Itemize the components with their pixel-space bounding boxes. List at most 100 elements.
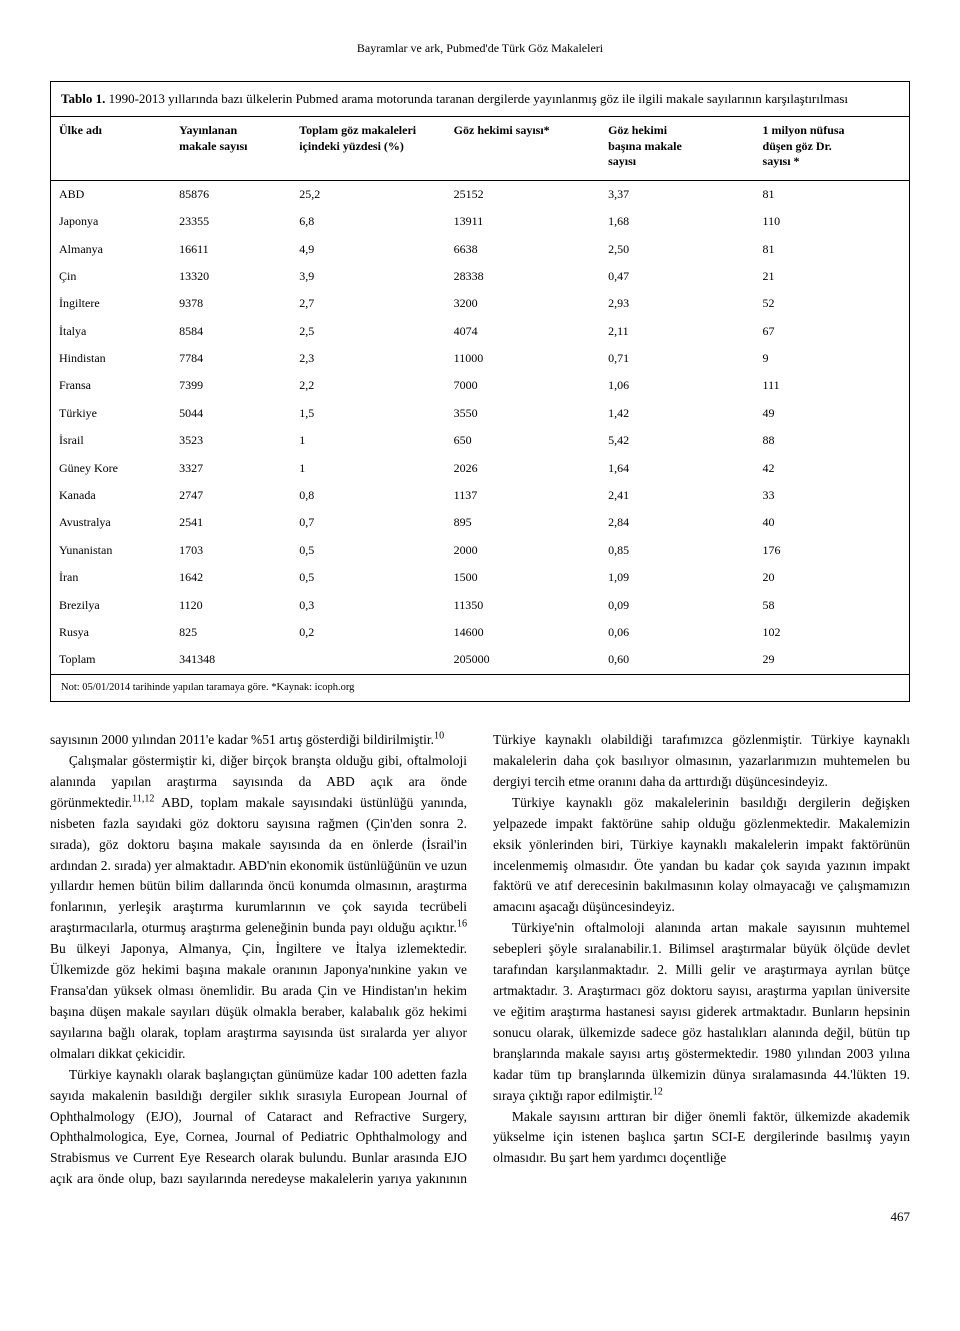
table-cell: Türkiye (51, 400, 171, 427)
table-cell: 2,41 (600, 482, 754, 509)
table-cell: 52 (755, 290, 909, 317)
table-row: İngiltere93782,732002,9352 (51, 290, 909, 317)
col-per-million: 1 milyon nüfusadüşen göz Dr.sayısı * (755, 117, 909, 180)
paragraph: Türkiye kaynaklı göz makalelerinin basıl… (493, 793, 910, 919)
table-cell: 1,06 (600, 372, 754, 399)
paragraph: Makale sayısını arttıran bir diğer öneml… (493, 1107, 910, 1170)
table-cell: 40 (755, 509, 909, 536)
table-cell: 1,68 (600, 208, 754, 235)
table-caption-label: Tablo 1. (61, 91, 105, 106)
table-row: Fransa73992,270001,06111 (51, 372, 909, 399)
table-row: İsrail352316505,4288 (51, 427, 909, 454)
table-cell: 13911 (446, 208, 600, 235)
table-cell: 1137 (446, 482, 600, 509)
body-text: ABD, toplam makale sayısındaki üstünlüğü… (50, 795, 467, 936)
table-cell: 2,93 (600, 290, 754, 317)
table-cell: 85876 (171, 180, 291, 208)
citation-ref: 10 (434, 730, 444, 741)
table-cell: 3523 (171, 427, 291, 454)
table-cell: 11350 (446, 592, 600, 619)
table-cell: 3200 (446, 290, 600, 317)
paragraph: Çalışmalar göstermiştir ki, diğer birçok… (50, 751, 467, 1065)
table-cell: Almanya (51, 236, 171, 263)
body-text: Makale sayısını arttıran bir diğer öneml… (493, 1109, 910, 1166)
table-cell: 5,42 (600, 427, 754, 454)
citation-ref: 11,12 (132, 793, 154, 804)
body-text: Türkiye'nin oftalmoloji alanında artan m… (493, 920, 910, 1102)
paragraph: sayısının 2000 yılından 2011'e kadar %51… (50, 730, 467, 751)
table-cell: 825 (171, 619, 291, 646)
table-cell: 0,7 (291, 509, 445, 536)
col-percent: Toplam göz makaleleriiçindeki yüzdesi (%… (291, 117, 445, 180)
table-cell: 7000 (446, 372, 600, 399)
table-cell: 0,85 (600, 537, 754, 564)
table-cell: 3,9 (291, 263, 445, 290)
table-cell: 1642 (171, 564, 291, 591)
table-cell: 3,37 (600, 180, 754, 208)
col-doc-count: Göz hekimi sayısı* (446, 117, 600, 180)
table-cell: 5044 (171, 400, 291, 427)
col-per-doc: Göz hekimibaşına makalesayısı (600, 117, 754, 180)
table-cell: 2747 (171, 482, 291, 509)
table-1: Tablo 1. 1990-2013 yıllarında bazı ülkel… (50, 81, 910, 702)
table-cell: 28338 (446, 263, 600, 290)
table-cell: Rusya (51, 619, 171, 646)
table-cell: 25,2 (291, 180, 445, 208)
table-cell: Yunanistan (51, 537, 171, 564)
table-cell: 0,09 (600, 592, 754, 619)
table-cell: 1500 (446, 564, 600, 591)
table-cell: 7399 (171, 372, 291, 399)
body-columns: sayısının 2000 yılından 2011'e kadar %51… (50, 730, 910, 1190)
table-cell: Fransa (51, 372, 171, 399)
table-cell: 2541 (171, 509, 291, 536)
table-cell: 102 (755, 619, 909, 646)
table-cell: Brezilya (51, 592, 171, 619)
table-row: İran16420,515001,0920 (51, 564, 909, 591)
table-cell: 0,2 (291, 619, 445, 646)
table-cell: 650 (446, 427, 600, 454)
table-row: Japonya233556,8139111,68110 (51, 208, 909, 235)
table-cell: 0,3 (291, 592, 445, 619)
running-header: Bayramlar ve ark, Pubmed'de Türk Göz Mak… (50, 40, 910, 57)
table-cell: Toplam (51, 646, 171, 674)
body-text: Bu ülkeyi Japonya, Almanya, Çin, İngilte… (50, 941, 467, 1061)
table-cell: 23355 (171, 208, 291, 235)
table-cell: 2026 (446, 455, 600, 482)
table-cell: 29 (755, 646, 909, 674)
table-cell: 2,11 (600, 318, 754, 345)
table-row: Avustralya25410,78952,8440 (51, 509, 909, 536)
table-cell: 81 (755, 180, 909, 208)
table-cell: 0,71 (600, 345, 754, 372)
table-cell: 2,3 (291, 345, 445, 372)
table-cell: 2000 (446, 537, 600, 564)
table-cell: ABD (51, 180, 171, 208)
table-row: Güney Kore3327120261,6442 (51, 455, 909, 482)
table-row: Almanya166114,966382,5081 (51, 236, 909, 263)
table-cell: İsrail (51, 427, 171, 454)
table-row: ABD8587625,2251523,3781 (51, 180, 909, 208)
table-cell: 7784 (171, 345, 291, 372)
table-cell: İran (51, 564, 171, 591)
table-cell: 9 (755, 345, 909, 372)
table-cell: 0,5 (291, 537, 445, 564)
citation-ref: 16 (457, 919, 467, 930)
table-row: İtalya85842,540742,1167 (51, 318, 909, 345)
table-cell: 6638 (446, 236, 600, 263)
table-cell: 0,06 (600, 619, 754, 646)
table-caption: Tablo 1. 1990-2013 yıllarında bazı ülkel… (51, 82, 909, 117)
table-cell: 67 (755, 318, 909, 345)
table-cell: 25152 (446, 180, 600, 208)
table-cell: 81 (755, 236, 909, 263)
table-cell: Güney Kore (51, 455, 171, 482)
table-cell: 14600 (446, 619, 600, 646)
table-row: Türkiye50441,535501,4249 (51, 400, 909, 427)
table-row: Toplam3413482050000,6029 (51, 646, 909, 674)
table-cell: 3327 (171, 455, 291, 482)
table-cell: 4074 (446, 318, 600, 345)
table-cell: Çin (51, 263, 171, 290)
table-cell: 88 (755, 427, 909, 454)
table-cell: 3550 (446, 400, 600, 427)
table-cell: 341348 (171, 646, 291, 674)
table-cell: Kanada (51, 482, 171, 509)
table-cell: 1703 (171, 537, 291, 564)
